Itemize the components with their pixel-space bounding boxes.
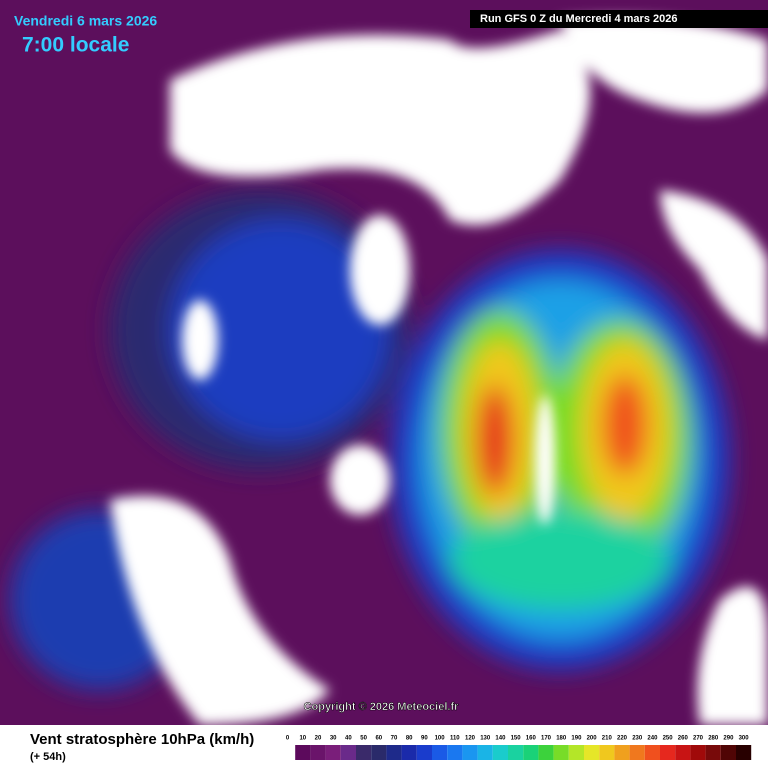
color-swatch [310,745,326,760]
legend-title: Vent stratosphère 10hPa (km/h) [30,731,254,748]
color-swatch [508,745,524,760]
color-swatch [386,745,402,760]
scale-label: 160 [526,736,537,742]
color-swatch [553,745,569,760]
scale-label: 210 [602,736,613,742]
color-swatch [568,745,584,760]
color-swatch [705,745,721,760]
scale-label: 90 [421,736,428,742]
scale-label: 60 [375,736,382,742]
copyright: Copyright © 2026 Meteociel.fr [304,701,460,713]
scale-label: 190 [571,736,582,742]
color-swatch [432,745,448,760]
scale-label: 10 [299,736,306,742]
scale-label: 200 [587,736,598,742]
color-swatch [599,745,615,760]
color-swatch [675,745,691,760]
scale-label: 170 [541,736,552,742]
scale-label: 230 [632,736,643,742]
forecast-date: Vendredi 6 mars 2026 [14,13,157,29]
color-swatch [523,745,539,760]
color-swatch [492,745,508,760]
scale-label: 270 [693,736,704,742]
scale-label: 100 [435,736,446,742]
scale-label: 80 [406,736,413,742]
color-swatch [447,745,463,760]
scale-label: 150 [511,736,522,742]
color-swatch [401,745,417,760]
scale-label: 50 [360,736,367,742]
scale-label: 120 [465,736,476,742]
color-swatch [356,745,372,760]
color-swatch [538,745,554,760]
header: Vendredi 6 mars 2026 7:00 locale Run GFS… [14,10,768,57]
run-box [470,10,768,28]
color-swatch [720,745,736,760]
color-swatch [736,745,752,760]
color-swatch [644,745,660,760]
color-swatch [629,745,645,760]
color-swatch [690,745,706,760]
color-swatch [280,745,296,760]
color-swatch [660,745,676,760]
scale-label: 280 [708,736,719,742]
color-swatch [614,745,630,760]
scale-label: 250 [663,736,674,742]
scale-label: 220 [617,736,628,742]
scale-label: 0 [286,736,290,742]
scale-label: 140 [495,736,506,742]
color-swatch [371,745,387,760]
color-swatch [340,745,356,760]
scale-label: 70 [391,736,398,742]
run-info: Run GFS 0 Z du Mercredi 4 mars 2026 [480,13,677,25]
legend-subtitle: (+ 54h) [30,751,66,763]
scale-label: 240 [647,736,658,742]
scale-label: 30 [330,736,337,742]
map-field [0,0,768,725]
color-swatch [477,745,493,760]
legend: Vent stratosphère 10hPa (km/h) (+ 54h) 0… [0,725,768,768]
scale-label: 180 [556,736,567,742]
scale-label: 40 [345,736,352,742]
scale-label: 130 [480,736,491,742]
scale-label: 300 [739,736,750,742]
color-swatch [325,745,341,760]
color-swatch [416,745,432,760]
forecast-time: 7:00 locale [22,34,129,57]
scale-label: 110 [450,736,460,742]
color-swatch [584,745,600,760]
color-swatch [462,745,478,760]
scale-label: 260 [678,736,689,742]
color-swatch [295,745,311,760]
scale-label: 20 [315,736,322,742]
scale-label: 290 [723,736,734,742]
